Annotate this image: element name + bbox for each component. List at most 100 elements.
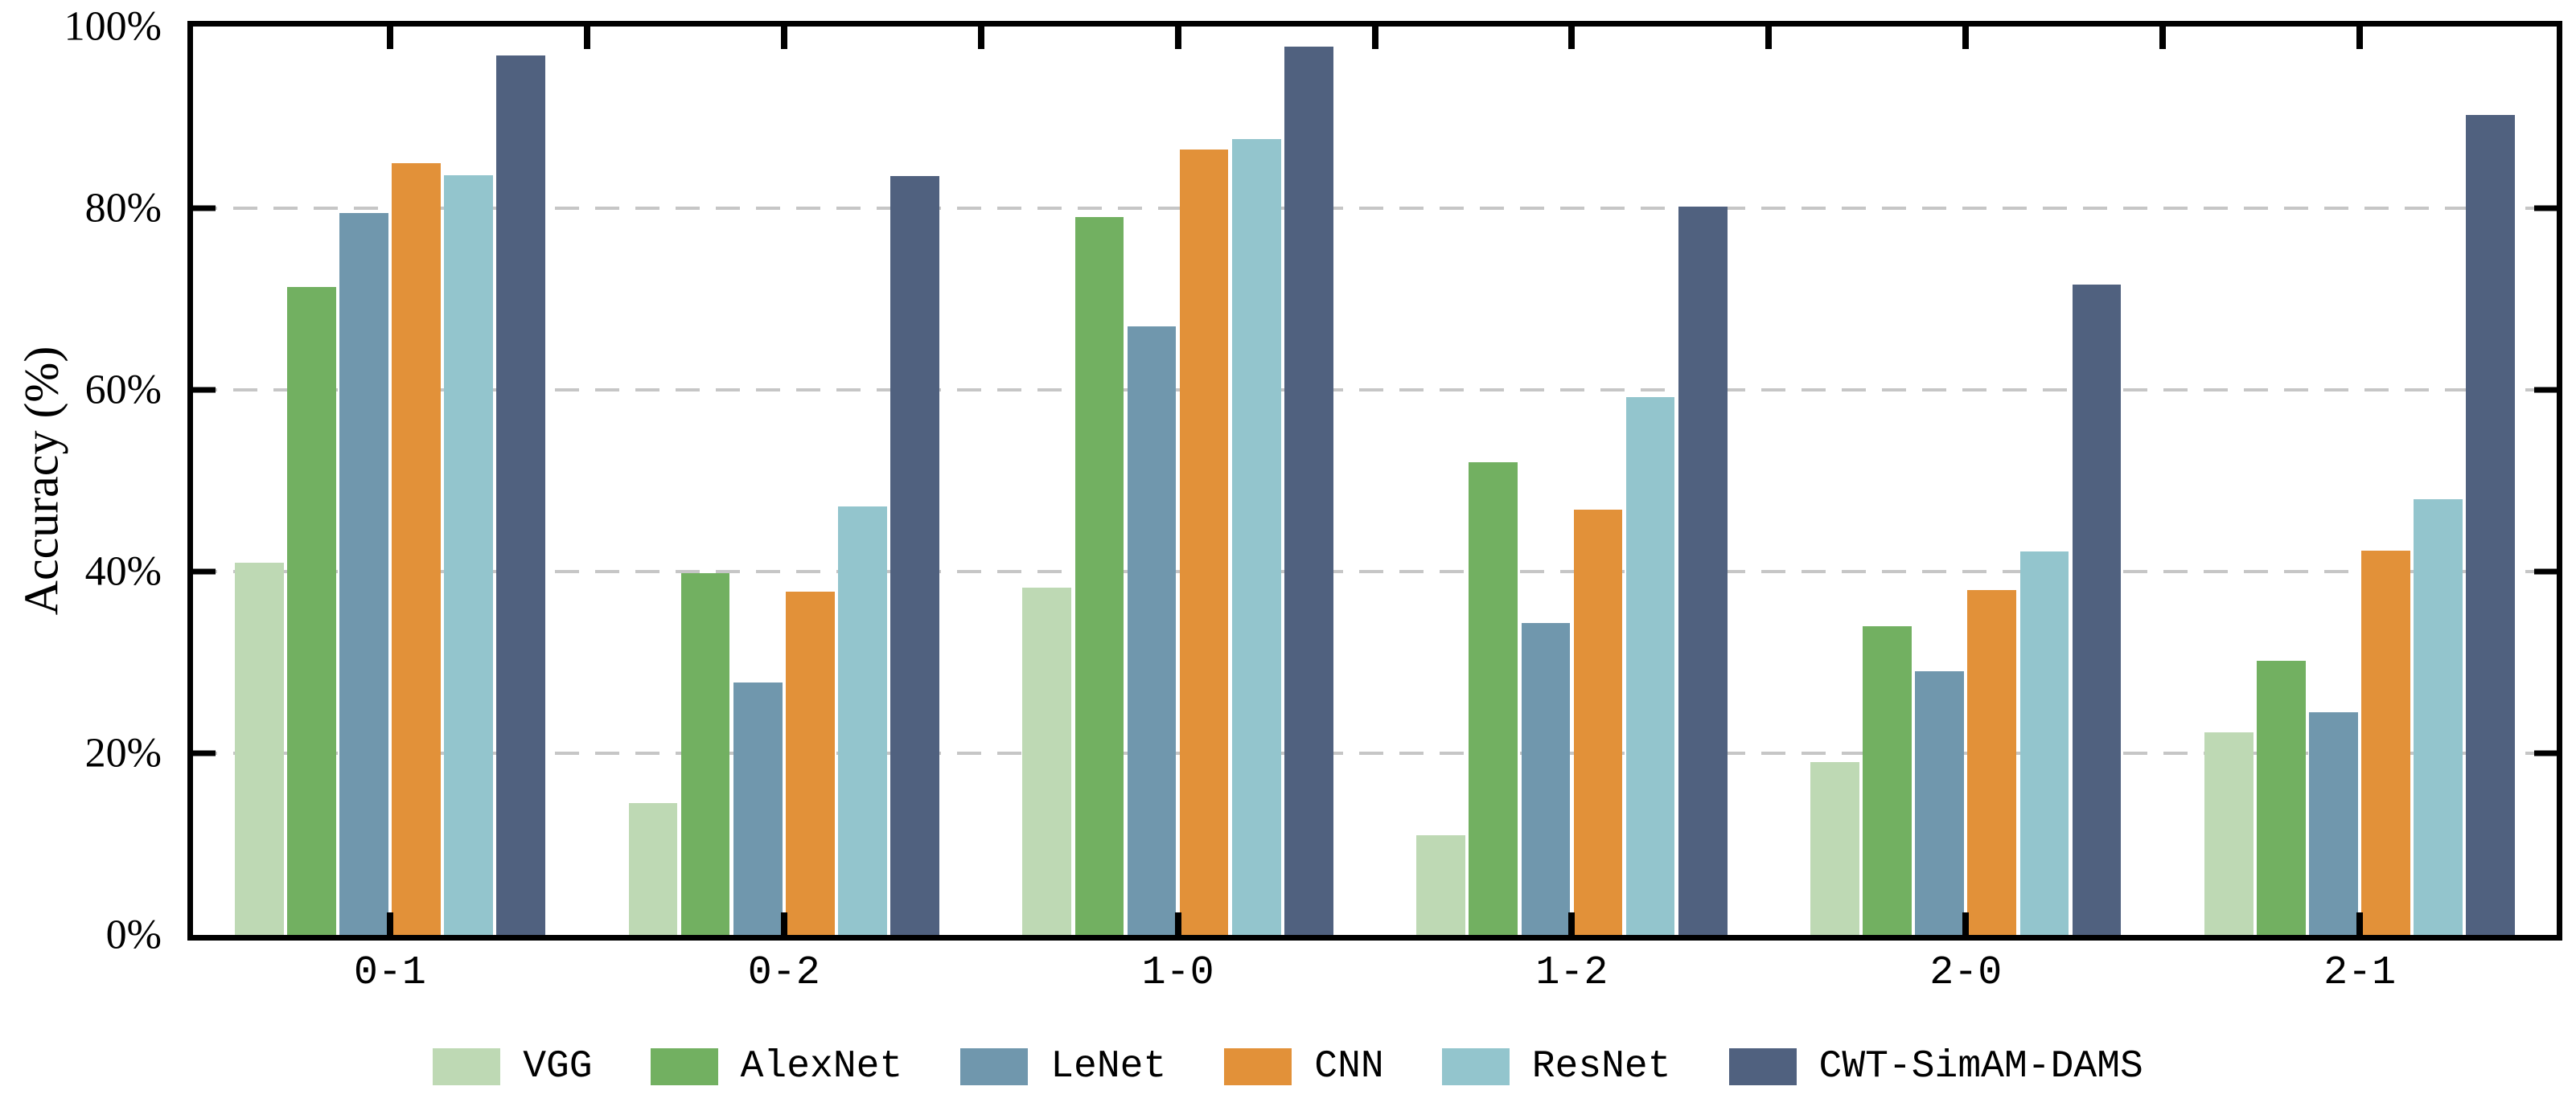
y-tick-label-100%: 100% (64, 3, 162, 50)
legend-swatch-AlexNet (650, 1048, 718, 1085)
bar-LeNet-0-1 (339, 212, 388, 935)
x-tick-bottom-0-1 (386, 912, 393, 935)
bar-CWT-SimAM-DAMS-0-1 (496, 55, 546, 935)
gridline-40 (193, 570, 2557, 573)
y-tick-left-40 (193, 568, 216, 575)
bar-AlexNet-2-0 (1863, 625, 1912, 935)
legend-label-AlexNet: AlexNet (740, 1045, 903, 1088)
bar-ResNet-1-2 (1625, 397, 1675, 935)
legend-item-ResNet: ResNet (1441, 1045, 1671, 1088)
bar-ResNet-0-1 (444, 175, 493, 935)
bar-ResNet-2-1 (2414, 498, 2463, 935)
legend: VGG AlexNet LeNet CNN ResNet CWT-SimAM-DAMS (0, 1045, 2576, 1088)
x-tick-label-2-0: 2-0 (1929, 950, 2003, 996)
bar-ResNet-1-0 (1231, 139, 1281, 935)
bar-AlexNet-1-0 (1074, 217, 1124, 935)
x-tick-top-boundary-1 (583, 27, 590, 49)
y-tick-left-80 (193, 205, 216, 211)
gridline-60 (193, 388, 2557, 391)
x-tick-bottom-2-0 (1962, 912, 1970, 935)
gridline-80 (193, 207, 2557, 210)
bar-LeNet-2-0 (1915, 671, 1965, 935)
bar-VGG-2-1 (2204, 732, 2253, 935)
legend-label-CNN: CNN (1314, 1045, 1384, 1088)
bar-AlexNet-0-1 (286, 287, 336, 935)
bar-VGG-0-2 (628, 803, 678, 935)
bar-ResNet-0-2 (838, 506, 887, 935)
legend-item-CNN: CNN (1224, 1045, 1384, 1088)
y-tick-label-60%: 60% (84, 367, 162, 413)
y-tick-label-80%: 80% (84, 185, 162, 232)
bar-LeNet-0-2 (733, 682, 783, 935)
bar-VGG-0-1 (234, 562, 284, 935)
x-tick-top-2-1 (2356, 27, 2364, 49)
y-tick-label-20%: 20% (84, 730, 162, 777)
x-tick-label-0-2: 0-2 (747, 950, 820, 996)
legend-swatch-CWT-SimAM-DAMS (1728, 1048, 1797, 1085)
x-tick-label-0-1: 0-1 (353, 950, 426, 996)
plot-area (187, 21, 2562, 941)
x-tick-top-boundary-2 (977, 27, 984, 49)
x-tick-bottom-2-1 (2356, 912, 2364, 935)
bar-CNN-0-2 (785, 591, 835, 935)
y-tick-left-60 (193, 387, 216, 393)
x-axis-tick-labels: 0-1 0-2 1-0 1-2 2-0 2-1 (193, 950, 2557, 1006)
bar-LeNet-2-1 (2309, 712, 2358, 935)
bar-CNN-1-0 (1179, 149, 1229, 935)
x-tick-label-1-2: 1-2 (1535, 950, 1608, 996)
bar-LeNet-1-2 (1521, 623, 1571, 935)
x-tick-label-1-0: 1-0 (1141, 950, 1214, 996)
y-axis-tick-labels: 0% 20% 40% 60% 80% 100% (0, 4, 171, 958)
x-tick-bottom-0-2 (780, 912, 787, 935)
bar-CWT-SimAM-DAMS-0-2 (890, 176, 939, 935)
bar-CWT-SimAM-DAMS-2-1 (2466, 114, 2516, 935)
y-tick-right-60 (2534, 387, 2557, 393)
legend-label-VGG: VGG (523, 1045, 593, 1088)
bar-VGG-2-0 (1810, 762, 1859, 935)
bar-VGG-1-0 (1022, 588, 1072, 935)
x-tick-top-2-0 (1962, 27, 1970, 49)
gridline-20 (193, 752, 2557, 755)
x-tick-top-0-2 (780, 27, 787, 49)
legend-label-CWT-SimAM-DAMS: CWT-SimAM-DAMS (1818, 1045, 2143, 1088)
legend-item-CWT-SimAM-DAMS: CWT-SimAM-DAMS (1728, 1045, 2143, 1088)
bar-CWT-SimAM-DAMS-1-0 (1284, 46, 1333, 935)
legend-swatch-ResNet (1441, 1048, 1510, 1085)
bar-AlexNet-2-1 (2257, 660, 2306, 935)
y-tick-label-0%: 0% (105, 912, 162, 958)
legend-label-LeNet: LeNet (1050, 1045, 1167, 1088)
bar-CWT-SimAM-DAMS-2-0 (2072, 284, 2122, 935)
legend-swatch-VGG (433, 1048, 501, 1085)
legend-item-VGG: VGG (433, 1045, 593, 1088)
bar-VGG-1-2 (1416, 834, 1466, 935)
bar-CNN-0-1 (392, 162, 441, 935)
legend-item-LeNet: LeNet (960, 1045, 1166, 1088)
bar-AlexNet-1-2 (1469, 462, 1518, 935)
x-tick-top-1-0 (1174, 27, 1181, 49)
legend-item-AlexNet: AlexNet (650, 1045, 903, 1088)
bar-AlexNet-0-2 (680, 573, 730, 935)
bar-ResNet-2-0 (2019, 551, 2069, 935)
x-tick-top-boundary-3 (1371, 27, 1378, 49)
y-tick-label-40%: 40% (84, 548, 162, 595)
y-tick-right-80 (2534, 205, 2557, 211)
x-tick-bottom-1-2 (1568, 912, 1576, 935)
x-tick-top-1-2 (1568, 27, 1576, 49)
legend-label-ResNet: ResNet (1531, 1045, 1671, 1088)
x-tick-top-boundary-4 (1765, 27, 1773, 49)
legend-swatch-CNN (1224, 1048, 1292, 1085)
y-tick-left-20 (193, 750, 216, 756)
bar-CNN-2-1 (2361, 551, 2410, 935)
y-tick-right-40 (2534, 568, 2557, 575)
x-tick-top-0-1 (386, 27, 393, 49)
bar-CNN-1-2 (1573, 510, 1623, 935)
x-tick-top-boundary-5 (2159, 27, 2167, 49)
x-tick-bottom-1-0 (1174, 912, 1181, 935)
bar-LeNet-1-0 (1127, 326, 1177, 935)
bar-CWT-SimAM-DAMS-1-2 (1678, 206, 1728, 935)
y-tick-right-20 (2534, 750, 2557, 756)
legend-swatch-LeNet (960, 1048, 1029, 1085)
x-tick-label-2-1: 2-1 (2323, 950, 2397, 996)
bar-CNN-2-0 (1967, 589, 2017, 935)
